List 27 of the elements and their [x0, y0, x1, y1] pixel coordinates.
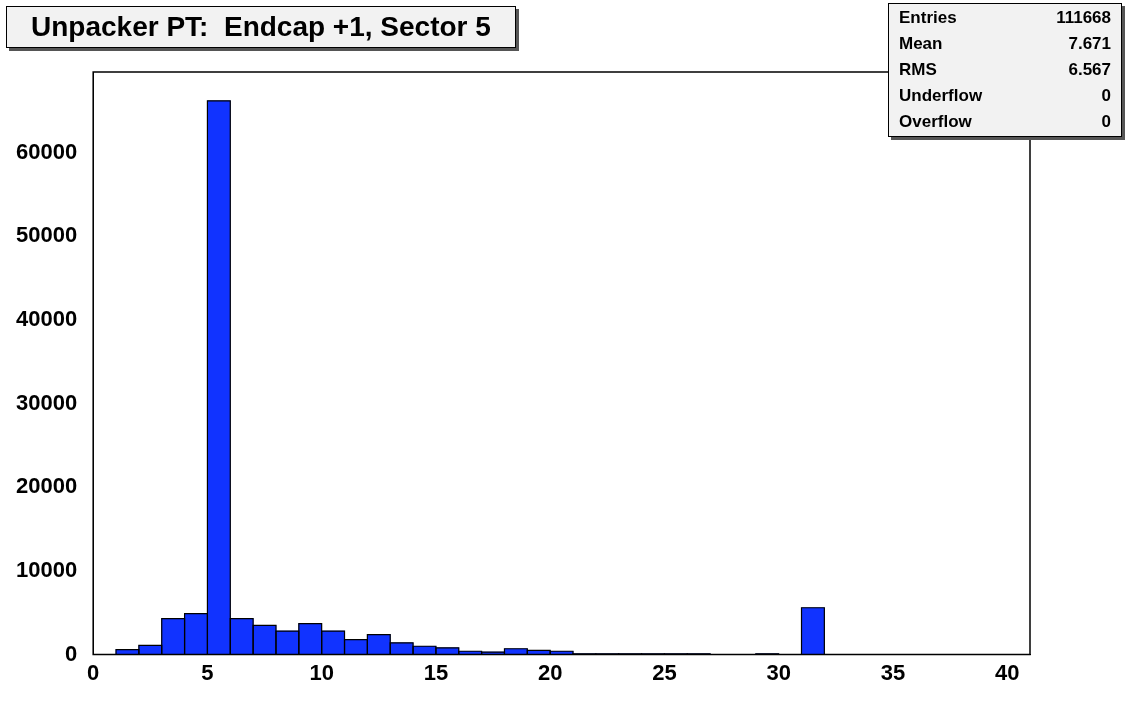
annotation: Underflow: [899, 86, 984, 106]
x-tick-label: 25: [652, 659, 677, 685]
text: 0: [1100, 86, 1111, 106]
text: Mean: [899, 34, 944, 54]
annotation: Overflow: [899, 112, 973, 132]
y-tick-label: 0: [64, 640, 78, 666]
y-tick-label: 10000: [15, 557, 78, 583]
y-tick-label: 60000: [15, 138, 78, 164]
text: 111668: [1056, 8, 1111, 28]
chart-title: Unpacker PT: Endcap +1, Sector 5: [6, 6, 516, 48]
x-tick-label: 15: [423, 659, 449, 685]
x-tick-label: 35: [880, 659, 906, 685]
text: 6.567: [1067, 60, 1111, 80]
x-tick-label: 0: [87, 659, 100, 685]
x-tick-label: 20: [537, 659, 563, 685]
y-tick-label: 30000: [15, 389, 78, 415]
x-tick-label: 40: [994, 659, 1020, 685]
x-tick-label: 5: [201, 659, 214, 685]
annotation: RMS: [899, 60, 938, 80]
y-tick-label: 50000: [15, 222, 78, 248]
text: Entries: [899, 8, 958, 28]
y-tick-label: 40000: [15, 306, 78, 332]
text: 0: [1100, 112, 1111, 132]
y-tick-label: 20000: [15, 473, 78, 499]
text: 7.671: [1067, 34, 1111, 54]
x-tick-label: 10: [309, 659, 334, 685]
x-tick-label: 30: [766, 659, 791, 685]
